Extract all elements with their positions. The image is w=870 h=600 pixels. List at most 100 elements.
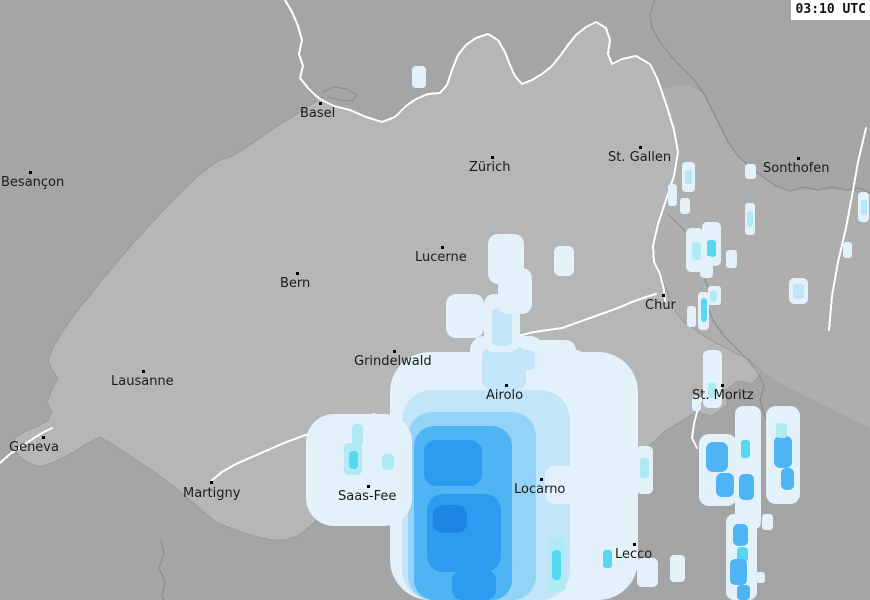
- radar-echo-l1: [726, 250, 737, 268]
- radar-echo-l1: [584, 476, 603, 518]
- timestamp-badge: 03:10 UTC: [790, 0, 870, 20]
- radar-echo-l1: [637, 558, 658, 587]
- radar-echo-l1: [412, 66, 426, 88]
- radar-echo-l1: [680, 198, 690, 214]
- city-label: Bern: [280, 276, 311, 291]
- radar-echo-c2: [741, 440, 750, 458]
- city-dot: [639, 146, 642, 149]
- radar-echo-c1: [747, 211, 753, 227]
- radar-echo-c1: [710, 291, 717, 302]
- radar-echo-l1: [735, 406, 761, 530]
- radar-echo-c2: [552, 550, 561, 580]
- border-italy-west: [158, 539, 166, 600]
- city-dot: [210, 481, 213, 484]
- city-label: Lausanne: [111, 374, 174, 389]
- city-label: Besançon: [1, 175, 65, 190]
- city-dot: [142, 370, 145, 373]
- radar-echo-c1: [708, 382, 716, 398]
- radar-echo-l2: [793, 284, 804, 299]
- border-germany-austria: [649, 0, 870, 194]
- city-label: Martigny: [183, 486, 241, 501]
- radar-echo-c2: [603, 550, 612, 568]
- radar-echo-l1: [843, 242, 852, 258]
- radar-echo-l1: [692, 396, 701, 411]
- city-dot: [797, 157, 800, 160]
- city-dot: [29, 171, 32, 174]
- austria-region: [653, 85, 870, 428]
- radar-echo-l4: [733, 524, 748, 546]
- city-label: Lecco: [615, 547, 653, 562]
- city-label: Zürich: [469, 160, 511, 175]
- radar-echo-l2: [515, 350, 535, 370]
- city-dot: [42, 436, 45, 439]
- city-label: St. Moritz: [692, 388, 754, 403]
- city-label: Basel: [300, 106, 336, 121]
- border-basel-enclave: [322, 86, 358, 102]
- radar-echo-l1: [668, 184, 677, 206]
- city-label: Chur: [645, 298, 676, 313]
- border-rhine-valley-east: [652, 91, 679, 303]
- radar-echo-l1: [687, 306, 696, 327]
- radar-echo-c1: [692, 242, 701, 260]
- radar-echo-c1: [685, 170, 692, 184]
- radar-echo-l4: [781, 468, 794, 490]
- city-label: Geneva: [9, 440, 59, 455]
- city-dot: [393, 350, 396, 353]
- radar-echo-l1: [488, 234, 524, 284]
- border-rhine-north: [284, 0, 321, 100]
- radar-echo-l1: [621, 527, 634, 548]
- radar-echo-l4: [730, 559, 747, 585]
- radar-echo-l1: [745, 164, 756, 179]
- radar-echo-l5: [452, 570, 496, 600]
- radar-echo-l4: [716, 473, 734, 497]
- city-dot: [662, 294, 665, 297]
- radar-echo-l2: [492, 308, 512, 346]
- radar-echo-l1: [554, 246, 574, 276]
- city-label: Lucerne: [415, 250, 467, 265]
- radar-echo-l4: [774, 436, 792, 468]
- city-dot: [441, 246, 444, 249]
- border-austria-east: [828, 127, 867, 331]
- city-dot: [296, 272, 299, 275]
- radar-echo-l1: [446, 294, 484, 338]
- radar-echo-c2: [701, 298, 707, 322]
- timestamp-text: 03:10 UTC: [795, 2, 866, 17]
- radar-echo-l1: [703, 350, 722, 408]
- radar-echo-l1: [756, 572, 765, 583]
- radar-echo-c2: [349, 451, 358, 469]
- city-dot: [319, 102, 322, 105]
- radar-echo-l1: [556, 350, 584, 384]
- radar-echo-c1: [776, 423, 787, 438]
- radar-echo-c1: [640, 458, 649, 478]
- radar-echo-l1: [545, 466, 583, 504]
- radar-echo-c1: [382, 454, 394, 470]
- city-dot: [505, 384, 508, 387]
- radar-echo-l5: [424, 440, 482, 486]
- radar-echo-c2: [737, 547, 748, 562]
- radar-echo-l4: [739, 474, 754, 500]
- city-label: Grindelwald: [354, 354, 432, 369]
- radar-echo-l1: [700, 256, 713, 278]
- radar-echo-l1: [670, 555, 685, 582]
- city-label: Sonthofen: [763, 161, 830, 176]
- radar-echo-l6: [433, 505, 467, 533]
- city-dot: [721, 384, 724, 387]
- radar-echo-l4: [737, 585, 750, 600]
- radar-echo-c1: [352, 424, 363, 446]
- radar-echo-l1: [762, 514, 773, 530]
- city-dot: [367, 485, 370, 488]
- border-geneva: [0, 427, 53, 464]
- radar-echo-c2: [707, 240, 716, 257]
- city-label: Airolo: [486, 388, 524, 403]
- city-dot: [633, 543, 636, 546]
- city-dot: [491, 156, 494, 159]
- city-label: Locarno: [514, 482, 566, 497]
- radar-echo-c1: [861, 200, 867, 215]
- city-dot: [540, 478, 543, 481]
- city-label: St. Gallen: [608, 150, 672, 165]
- border-swiss-german: [319, 21, 663, 123]
- city-label: Saas-Fee: [338, 489, 397, 504]
